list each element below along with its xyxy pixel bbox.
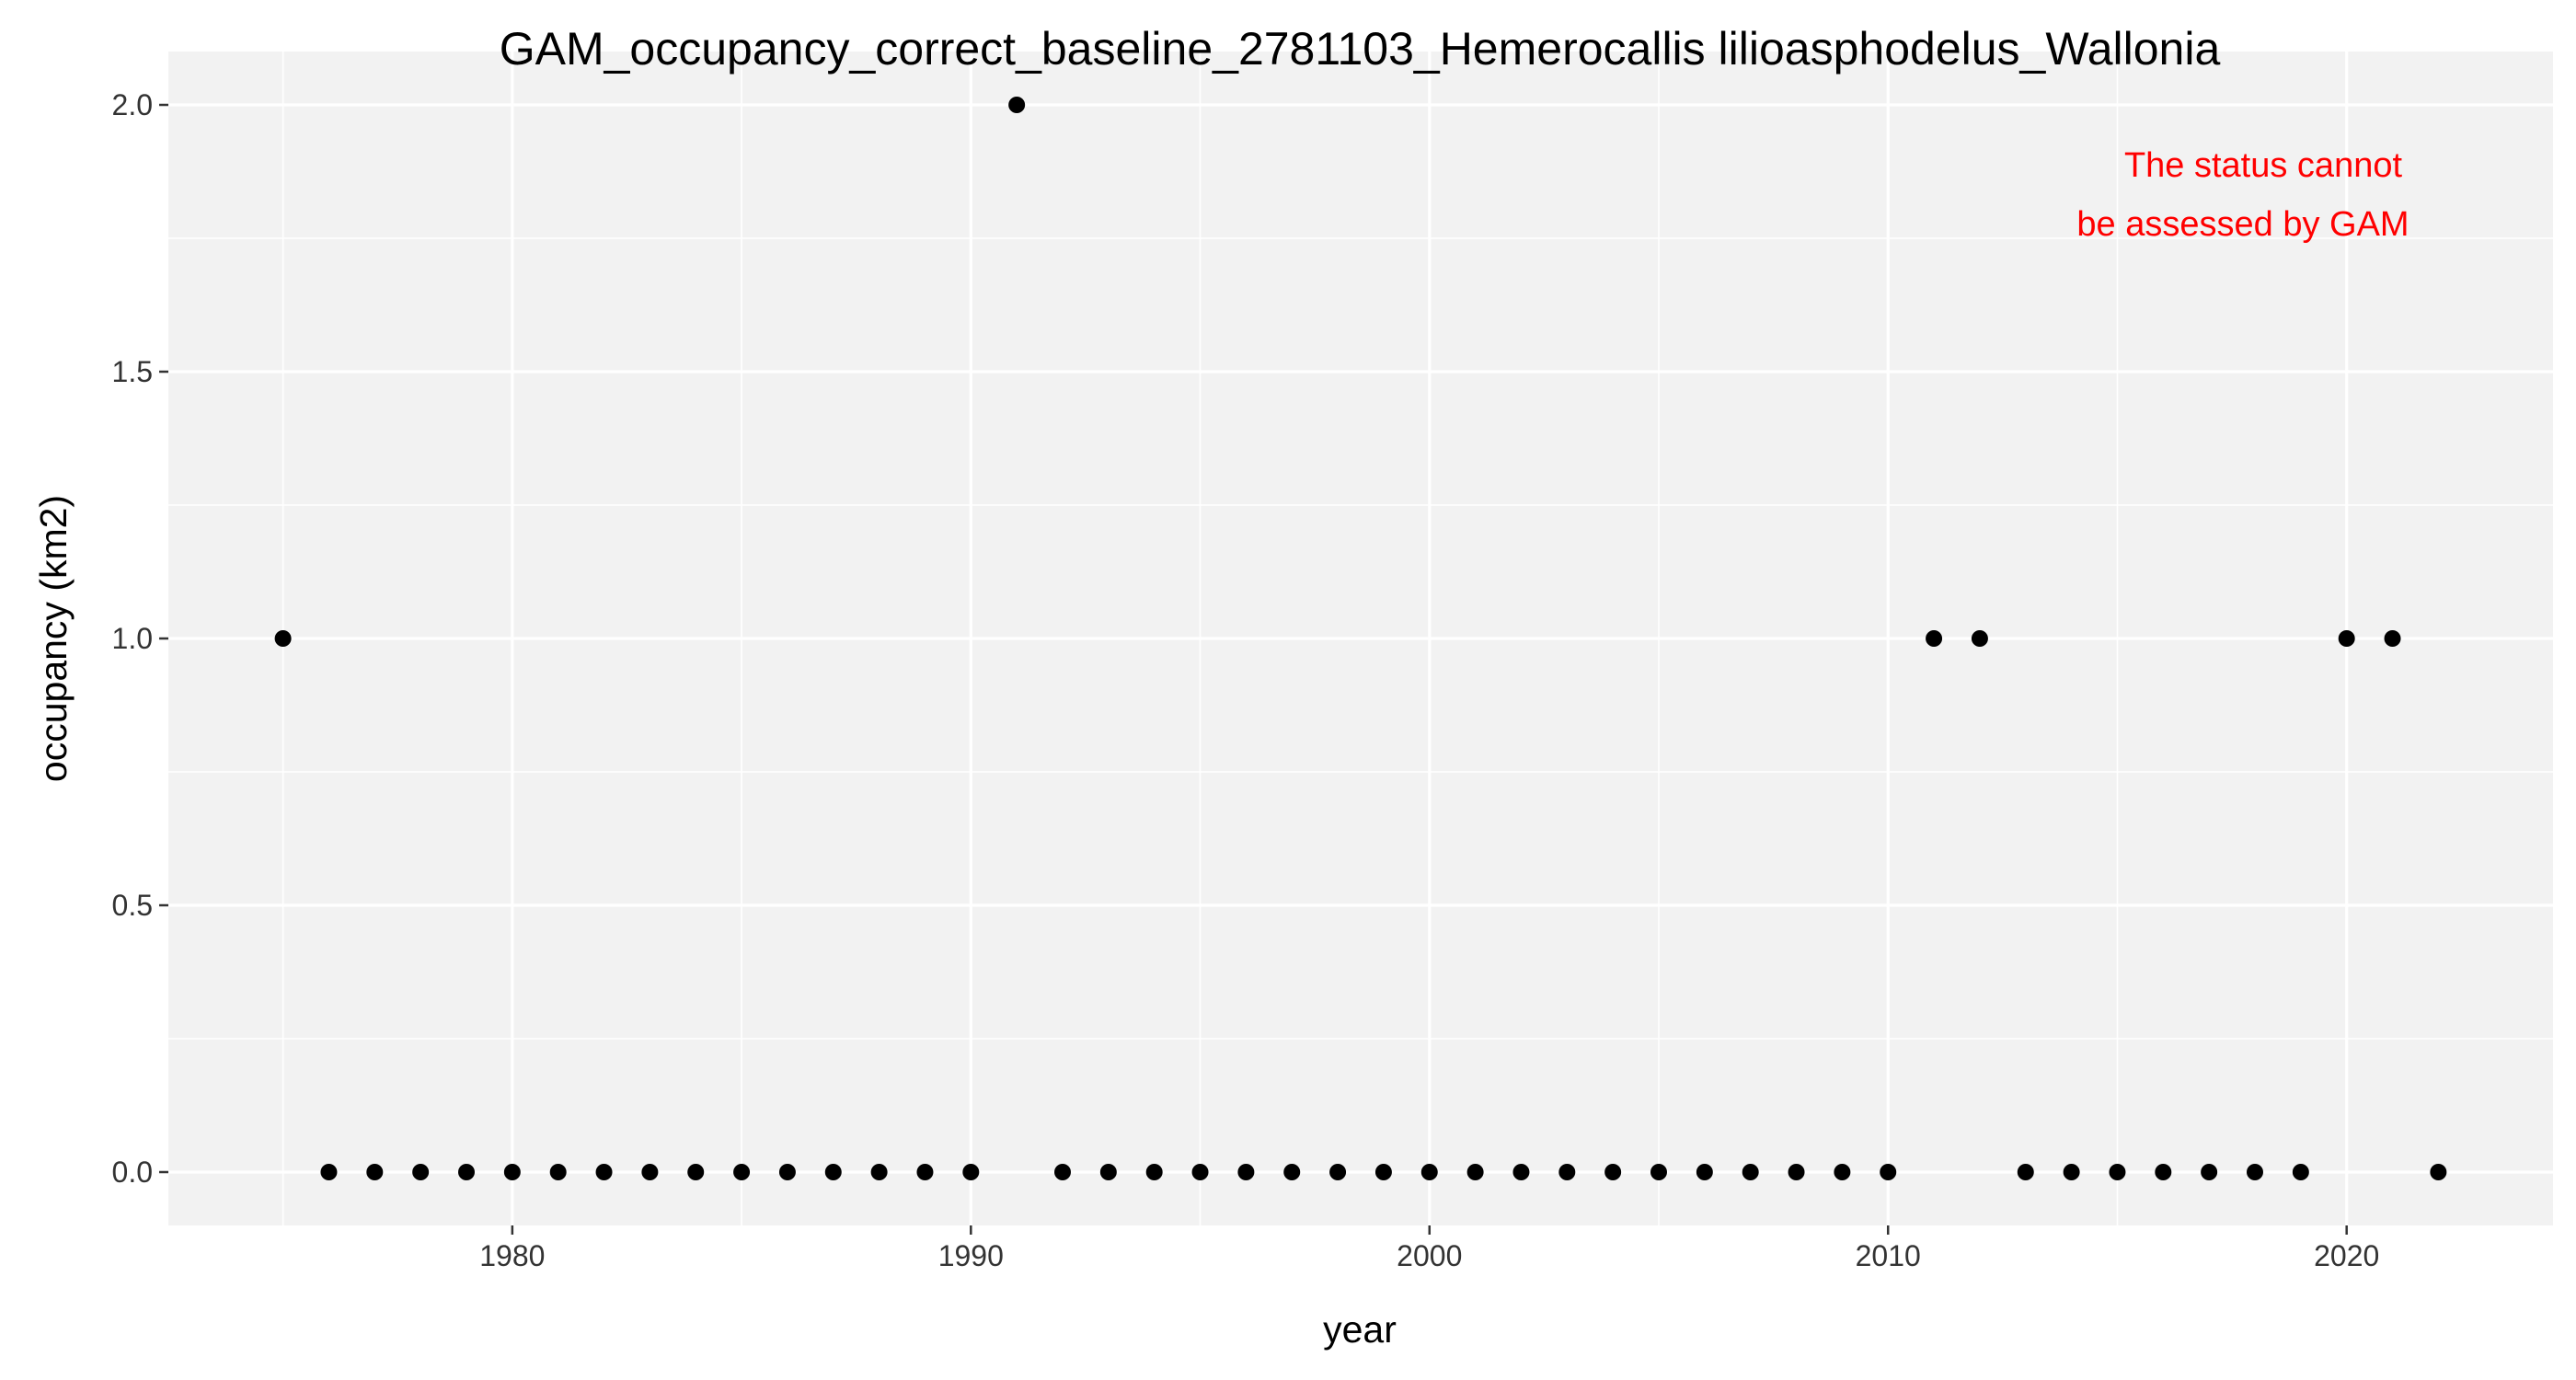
data-point xyxy=(687,1164,705,1180)
y-tick-label: 2.0 xyxy=(112,88,153,121)
y-tick-label: 1.5 xyxy=(112,355,153,388)
data-point xyxy=(1880,1164,1897,1180)
y-tick-label: 0.0 xyxy=(112,1156,153,1189)
data-point xyxy=(1834,1164,1851,1180)
data-point xyxy=(1329,1164,1347,1180)
data-point xyxy=(2430,1164,2447,1180)
data-point xyxy=(1604,1164,1622,1180)
data-point xyxy=(2017,1164,2034,1180)
data-point xyxy=(595,1164,613,1180)
data-point xyxy=(1971,630,1988,647)
status-annotation: The status cannot be assessed by GAM xyxy=(2076,146,2409,244)
data-point xyxy=(778,1164,796,1180)
data-point xyxy=(1650,1164,1667,1180)
data-point xyxy=(366,1164,384,1180)
data-point xyxy=(1099,1164,1117,1180)
data-point xyxy=(2109,1164,2126,1180)
data-point xyxy=(641,1164,659,1180)
x-tick-label: 2020 xyxy=(2314,1239,2379,1272)
annotation-line-1: The status cannot xyxy=(2124,146,2403,185)
data-point xyxy=(274,630,292,647)
y-tick-label: 0.5 xyxy=(112,889,153,922)
data-point xyxy=(2292,1164,2309,1180)
y-axis-title: occupancy (km2) xyxy=(32,495,75,782)
x-tick-label: 2000 xyxy=(1397,1239,1462,1272)
data-point xyxy=(1926,630,1943,647)
data-point xyxy=(1054,1164,1071,1180)
data-point xyxy=(733,1164,751,1180)
major-gridlines xyxy=(168,52,2553,1225)
y-axis: 0.0 0.5 1.0 1.5 2.0 xyxy=(112,88,168,1189)
data-points xyxy=(274,97,2447,1180)
x-tick-label: 2010 xyxy=(1856,1239,1921,1272)
data-point xyxy=(549,1164,567,1180)
data-point xyxy=(2384,630,2401,647)
data-point xyxy=(1558,1164,1576,1180)
data-point xyxy=(2247,1164,2263,1180)
data-point xyxy=(1374,1164,1392,1180)
data-point xyxy=(1420,1164,1438,1180)
data-point xyxy=(2155,1164,2172,1180)
data-point xyxy=(503,1164,521,1180)
annotation-line-2: be assessed by GAM xyxy=(2076,205,2409,244)
data-point xyxy=(1237,1164,1255,1180)
data-point xyxy=(1466,1164,1484,1180)
data-point xyxy=(320,1164,338,1180)
data-point xyxy=(2338,630,2355,647)
x-tick-label: 1980 xyxy=(479,1239,545,1272)
data-point xyxy=(824,1164,842,1180)
data-point xyxy=(2063,1164,2080,1180)
data-point xyxy=(1145,1164,1163,1180)
data-point xyxy=(1512,1164,1530,1180)
data-point xyxy=(1008,97,1026,113)
x-tick-label: 1990 xyxy=(938,1239,1004,1272)
x-axis: 1980 1990 2000 2010 2020 xyxy=(479,1225,2379,1272)
chart-title: GAM_occupancy_correct_baseline_2781103_H… xyxy=(500,23,2221,75)
data-point xyxy=(2201,1164,2218,1180)
data-point xyxy=(1283,1164,1301,1180)
x-axis-title: year xyxy=(1323,1308,1397,1351)
data-point xyxy=(458,1164,475,1180)
data-point xyxy=(916,1164,934,1180)
data-point xyxy=(870,1164,888,1180)
data-point xyxy=(1788,1164,1805,1180)
data-point xyxy=(962,1164,980,1180)
data-point xyxy=(1696,1164,1713,1180)
data-point xyxy=(1191,1164,1209,1180)
data-point xyxy=(1742,1164,1759,1180)
data-point xyxy=(412,1164,430,1180)
y-tick-label: 1.0 xyxy=(112,622,153,655)
